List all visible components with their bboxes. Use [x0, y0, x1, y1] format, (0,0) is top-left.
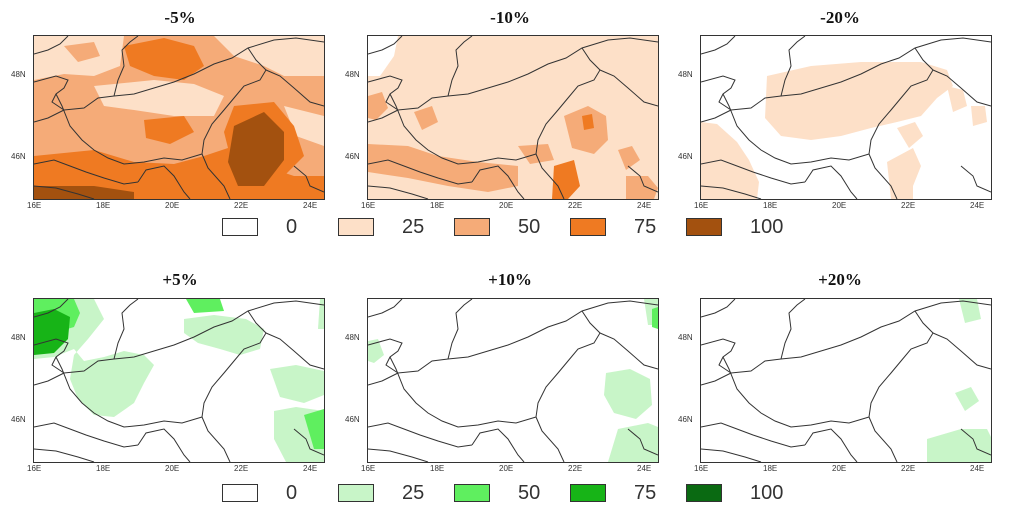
legend-label: 50	[518, 482, 540, 505]
x-tick-label: 24E	[637, 201, 651, 210]
x-tick-label: 20E	[165, 464, 179, 473]
y-tick-label: 46N	[345, 415, 360, 424]
x-tick-label: 22E	[901, 464, 915, 473]
x-tick-label: 16E	[361, 201, 375, 210]
x-tick-label: 20E	[832, 464, 846, 473]
legend-swatch	[222, 484, 258, 502]
legend-swatch	[570, 484, 606, 502]
map-svg	[701, 36, 991, 199]
panel-title: +5%	[30, 270, 330, 290]
x-tick-label: 20E	[832, 201, 846, 210]
x-tick-label: 16E	[27, 201, 41, 210]
x-tick-label: 24E	[970, 201, 984, 210]
panel-title: +20%	[690, 270, 990, 290]
data-region	[582, 114, 594, 130]
legend-increase: 0 25 50 75 100	[222, 482, 782, 506]
y-tick-label: 48N	[345, 70, 360, 79]
legend-label: 0	[286, 216, 297, 239]
y-tick-label: 46N	[11, 415, 26, 424]
map-svg	[368, 299, 658, 462]
y-tick-label: 46N	[345, 152, 360, 161]
x-tick-label: 24E	[970, 464, 984, 473]
map-panel-plus-5	[33, 298, 325, 463]
x-tick-label: 20E	[165, 201, 179, 210]
panel-title: -10%	[360, 8, 660, 28]
x-tick-label: 24E	[637, 464, 651, 473]
x-tick-label: 18E	[763, 201, 777, 210]
x-tick-label: 16E	[361, 464, 375, 473]
legend-swatch	[454, 218, 490, 236]
data-region	[652, 307, 658, 329]
x-tick-label: 20E	[499, 201, 513, 210]
x-tick-label: 22E	[234, 464, 248, 473]
panel-title: +10%	[360, 270, 660, 290]
map-svg	[701, 299, 991, 462]
x-tick-label: 24E	[303, 201, 317, 210]
y-tick-label: 46N	[678, 152, 693, 161]
panel-title: -5%	[30, 8, 330, 28]
x-tick-label: 18E	[430, 464, 444, 473]
map-panel-minus-10	[367, 35, 659, 200]
map-panel-minus-5	[33, 35, 325, 200]
map-panel-plus-20	[700, 298, 992, 463]
x-tick-label: 22E	[568, 464, 582, 473]
legend-label: 25	[402, 482, 424, 505]
x-tick-label: 24E	[303, 464, 317, 473]
legend-swatch	[338, 484, 374, 502]
map-panel-minus-20	[700, 35, 992, 200]
y-tick-label: 48N	[678, 70, 693, 79]
y-tick-label: 46N	[11, 152, 26, 161]
legend-swatch	[454, 484, 490, 502]
x-tick-label: 20E	[499, 464, 513, 473]
map-svg	[368, 36, 658, 199]
y-tick-label: 48N	[11, 70, 26, 79]
legend-swatch	[338, 218, 374, 236]
x-tick-label: 16E	[694, 201, 708, 210]
x-tick-label: 18E	[96, 201, 110, 210]
x-tick-label: 22E	[568, 201, 582, 210]
y-tick-label: 46N	[678, 415, 693, 424]
legend-label: 25	[402, 216, 424, 239]
y-tick-label: 48N	[678, 333, 693, 342]
x-tick-label: 22E	[901, 201, 915, 210]
x-tick-label: 18E	[430, 201, 444, 210]
y-tick-label: 48N	[345, 333, 360, 342]
x-tick-label: 18E	[96, 464, 110, 473]
legend-label: 100	[750, 482, 783, 505]
legend-swatch	[570, 218, 606, 236]
legend-swatch	[222, 218, 258, 236]
x-tick-label: 22E	[234, 201, 248, 210]
legend-swatch	[686, 218, 722, 236]
x-tick-label: 18E	[763, 464, 777, 473]
x-tick-label: 16E	[694, 464, 708, 473]
map-svg	[34, 36, 324, 199]
legend-label: 75	[634, 216, 656, 239]
legend-swatch	[686, 484, 722, 502]
legend-decrease: 0 25 50 75 100	[222, 216, 782, 240]
map-panel-plus-10	[367, 298, 659, 463]
legend-label: 75	[634, 482, 656, 505]
panel-title: -20%	[690, 8, 990, 28]
legend-label: 0	[286, 482, 297, 505]
x-tick-label: 16E	[27, 464, 41, 473]
legend-label: 100	[750, 216, 783, 239]
legend-label: 50	[518, 216, 540, 239]
y-tick-label: 48N	[11, 333, 26, 342]
map-svg	[34, 299, 324, 462]
